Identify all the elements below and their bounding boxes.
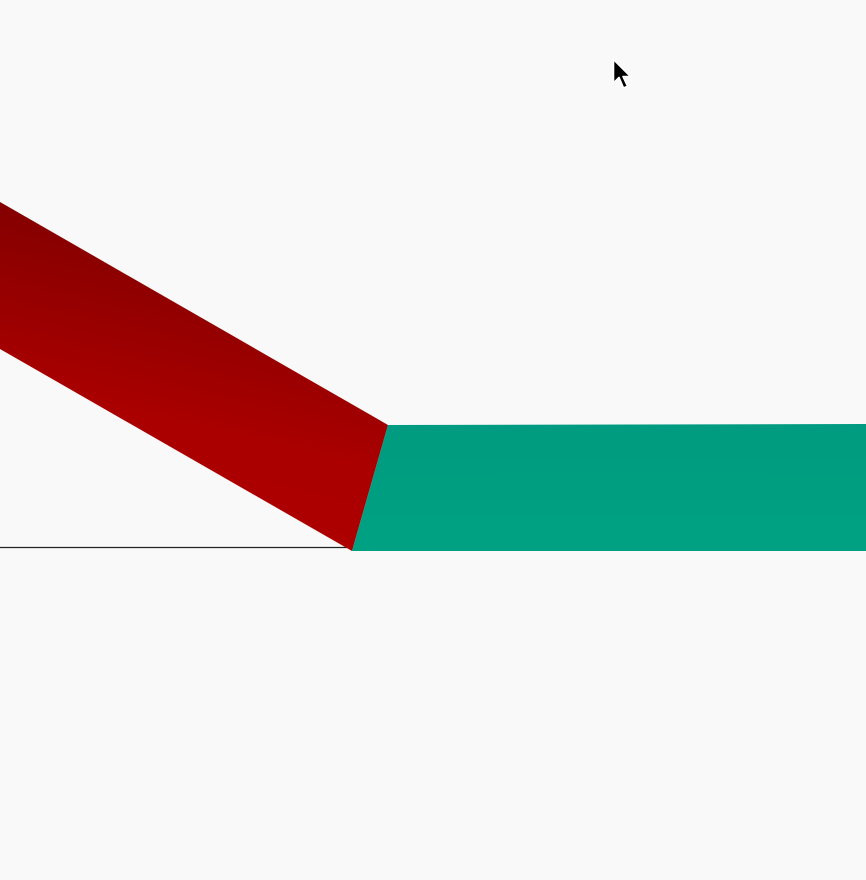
arrow-cursor-icon	[612, 58, 632, 89]
red-ribbon-segment	[0, 202, 388, 551]
teal-ribbon-segment	[352, 424, 866, 551]
